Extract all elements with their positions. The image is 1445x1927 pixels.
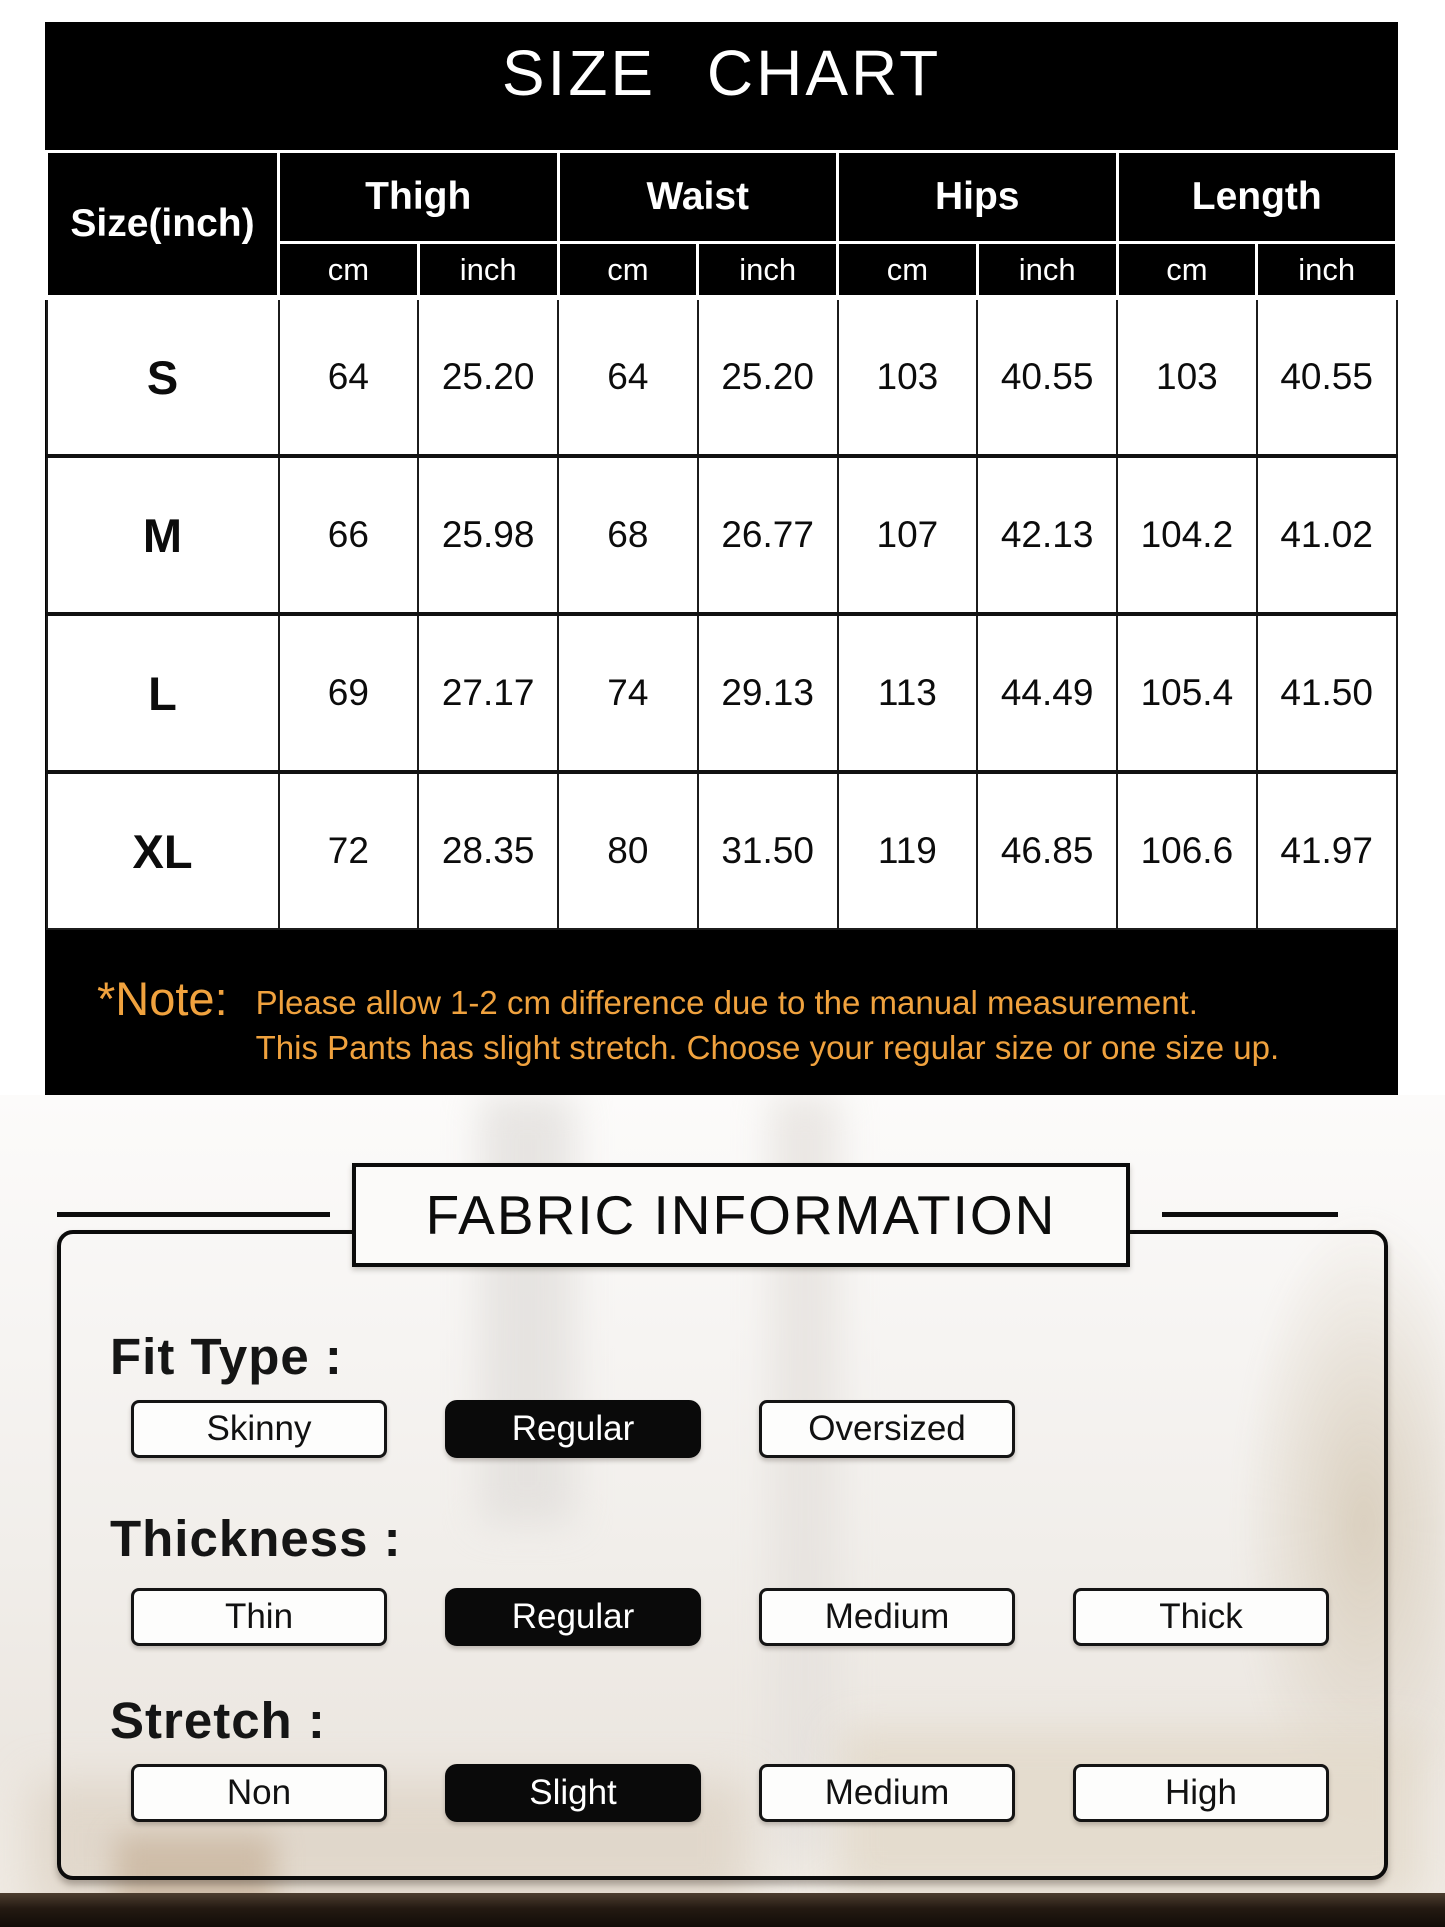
- size-row-m: M 66 25.98 68 26.77 107 42.13 104.2 41.0…: [45, 454, 1398, 615]
- unit-header-cm: cm: [277, 241, 420, 300]
- option-thin: Thin: [131, 1588, 387, 1646]
- size-chart-panel: SIZE CHART Size(inch) Thigh Waist Hips L…: [45, 22, 1398, 1095]
- option-high: High: [1073, 1764, 1329, 1822]
- size-row-l: L 69 27.17 74 29.13 113 44.49 105.4 41.5…: [45, 612, 1398, 773]
- size-table-group-header-row: Size(inch) Thigh Waist Hips Length: [45, 150, 1398, 300]
- measurement-note: *Note: Please allow 1-2 cm difference du…: [45, 927, 1398, 1095]
- length-cm-value: 103: [1116, 296, 1258, 457]
- size-row-s: S 64 25.20 64 25.20 103 40.55 103 40.55: [45, 296, 1398, 457]
- thickness-label: Thickness :: [110, 1510, 402, 1567]
- stretch-label: Stretch :: [110, 1692, 326, 1749]
- unit-header-cm: cm: [836, 241, 979, 300]
- thigh-inch-value: 25.98: [417, 454, 559, 615]
- thigh-cm-value: 72: [277, 770, 420, 930]
- note-text: Please allow 1-2 cm difference due to th…: [256, 973, 1280, 1070]
- length-cm-value: 106.6: [1116, 770, 1258, 930]
- size-row-xl: XL 72 28.35 80 31.50 119 46.85 106.6 41.…: [45, 770, 1398, 930]
- option-non: Non: [131, 1764, 387, 1822]
- length-inch-value: 40.55: [1255, 296, 1398, 457]
- hips-cm-value: 119: [836, 770, 979, 930]
- unit-header-cm: cm: [556, 241, 700, 300]
- title-rule-left: [57, 1212, 330, 1217]
- waist-cm-value: 64: [557, 296, 699, 457]
- thickness-options: Thin Regular Medium Thick: [131, 1588, 1329, 1646]
- length-inch-value: 41.02: [1255, 454, 1398, 615]
- thigh-cm-value: 64: [277, 296, 420, 457]
- hips-inch-value: 46.85: [976, 770, 1118, 930]
- option-regular: Regular: [445, 1400, 701, 1458]
- size-label: M: [45, 454, 280, 615]
- option-medium: Medium: [759, 1764, 1015, 1822]
- thigh-inch-value: 27.17: [417, 612, 559, 773]
- fit-type-options: Skinny Regular Oversized: [131, 1400, 1015, 1458]
- option-skinny: Skinny: [131, 1400, 387, 1458]
- background-bottom-strip: [0, 1893, 1445, 1927]
- thigh-cm-value: 66: [277, 454, 420, 615]
- waist-cm-value: 80: [557, 770, 699, 930]
- waist-inch-value: 29.13: [696, 612, 839, 773]
- waist-inch-value: 31.50: [696, 770, 839, 930]
- unit-header-cm: cm: [1115, 241, 1259, 300]
- thigh-inch-value: 28.35: [417, 770, 559, 930]
- unit-header-inch: inch: [975, 241, 1119, 300]
- size-label: L: [45, 612, 280, 773]
- hips-cm-value: 113: [836, 612, 979, 773]
- thigh-inch-value: 25.20: [417, 296, 559, 457]
- unit-header-inch: inch: [416, 241, 560, 300]
- group-header-thigh: Thigh: [277, 150, 560, 244]
- group-header-waist: Waist: [556, 150, 839, 244]
- length-cm-value: 104.2: [1116, 454, 1258, 615]
- thigh-cm-value: 69: [277, 612, 420, 773]
- option-oversized: Oversized: [759, 1400, 1015, 1458]
- size-table: Size(inch) Thigh Waist Hips Length cm in…: [45, 150, 1398, 930]
- size-label: XL: [45, 770, 280, 930]
- waist-inch-value: 26.77: [696, 454, 839, 615]
- size-label: S: [45, 296, 280, 457]
- hips-inch-value: 40.55: [976, 296, 1118, 457]
- unit-header-inch: inch: [696, 241, 839, 300]
- size-table-units-row: cm inch cm inch cm inch cm inch: [47, 241, 1398, 300]
- stretch-options: Non Slight Medium High: [131, 1764, 1329, 1822]
- waist-inch-value: 25.20: [696, 296, 839, 457]
- group-header-hips: Hips: [836, 150, 1119, 244]
- option-medium: Medium: [759, 1588, 1015, 1646]
- option-slight: Slight: [445, 1764, 701, 1822]
- title-rule-right: [1162, 1212, 1338, 1217]
- size-column-header: Size(inch): [45, 150, 280, 300]
- waist-cm-value: 74: [557, 612, 699, 773]
- hips-inch-value: 44.49: [976, 612, 1118, 773]
- hips-inch-value: 42.13: [976, 454, 1118, 615]
- length-inch-value: 41.97: [1255, 770, 1398, 930]
- fabric-information-title: FABRIC INFORMATION: [352, 1163, 1130, 1267]
- length-cm-value: 105.4: [1116, 612, 1258, 773]
- note-line-1: Please allow 1-2 cm difference due to th…: [255, 984, 1198, 1021]
- option-regular: Regular: [445, 1588, 701, 1646]
- note-label: *Note:: [97, 972, 228, 1025]
- note-line-2: This Pants has slight stretch. Choose yo…: [255, 1029, 1280, 1066]
- group-header-length: Length: [1115, 150, 1398, 244]
- hips-cm-value: 103: [836, 296, 979, 457]
- option-thick: Thick: [1073, 1588, 1329, 1646]
- hips-cm-value: 107: [836, 454, 979, 615]
- fit-type-label: Fit Type :: [110, 1328, 343, 1385]
- unit-header-inch: inch: [1255, 241, 1398, 300]
- size-chart-title: SIZE CHART: [501, 37, 942, 109]
- waist-cm-value: 68: [557, 454, 699, 615]
- length-inch-value: 41.50: [1255, 612, 1398, 773]
